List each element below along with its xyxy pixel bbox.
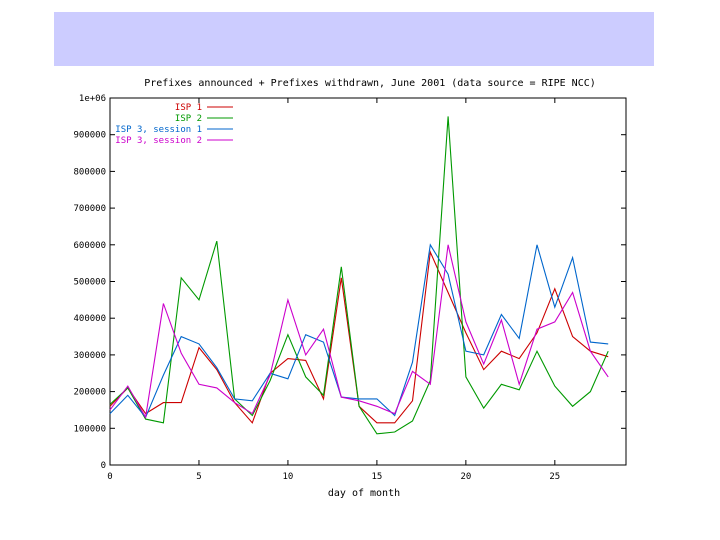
x-tick-label: 25: [549, 472, 560, 482]
y-tick-label: 900000: [73, 131, 106, 141]
y-tick-label: 200000: [73, 388, 106, 398]
legend-label-isp-2: ISP 2: [175, 114, 202, 124]
y-tick-label: 0: [101, 461, 106, 471]
x-tick-label: 20: [460, 472, 471, 482]
x-tick-label: 15: [371, 472, 382, 482]
x-tick-label: 10: [283, 472, 294, 482]
y-tick-label: 100000: [73, 424, 106, 434]
x-tick-label: 0: [107, 472, 112, 482]
x-axis-label: day of month: [328, 488, 400, 499]
series-line-isp-1: [109, 250, 609, 424]
chart-title: Prefixes announced + Prefixes withdrawn,…: [144, 78, 596, 89]
legend-label-isp-3-session-1: ISP 3, session 1: [115, 125, 202, 135]
header-band: [54, 12, 654, 66]
y-tick-label: 700000: [73, 204, 106, 214]
y-tick-label: 400000: [73, 314, 106, 324]
y-tick-label: 500000: [73, 278, 106, 288]
y-tick-label: 300000: [73, 351, 106, 361]
legend-label-isp-1: ISP 1: [175, 103, 202, 113]
chart-axes: 0 100000 200000 300000 400000 500000 600000 700…: [73, 94, 627, 482]
y-tick-label: 1e+06: [79, 94, 106, 104]
y-tick-label: 600000: [73, 241, 106, 251]
x-tick-label: 5: [196, 472, 201, 482]
series-line-isp-3-session-1: [109, 243, 609, 419]
plot-frame: [109, 97, 627, 466]
y-tick-label: 800000: [73, 167, 106, 177]
series-layer: [109, 116, 609, 435]
series-line-isp-2: [109, 116, 609, 435]
series-line-isp-3-session-2: [109, 244, 609, 419]
legend-label-isp-3-session-2: ISP 3, session 2: [115, 136, 202, 146]
